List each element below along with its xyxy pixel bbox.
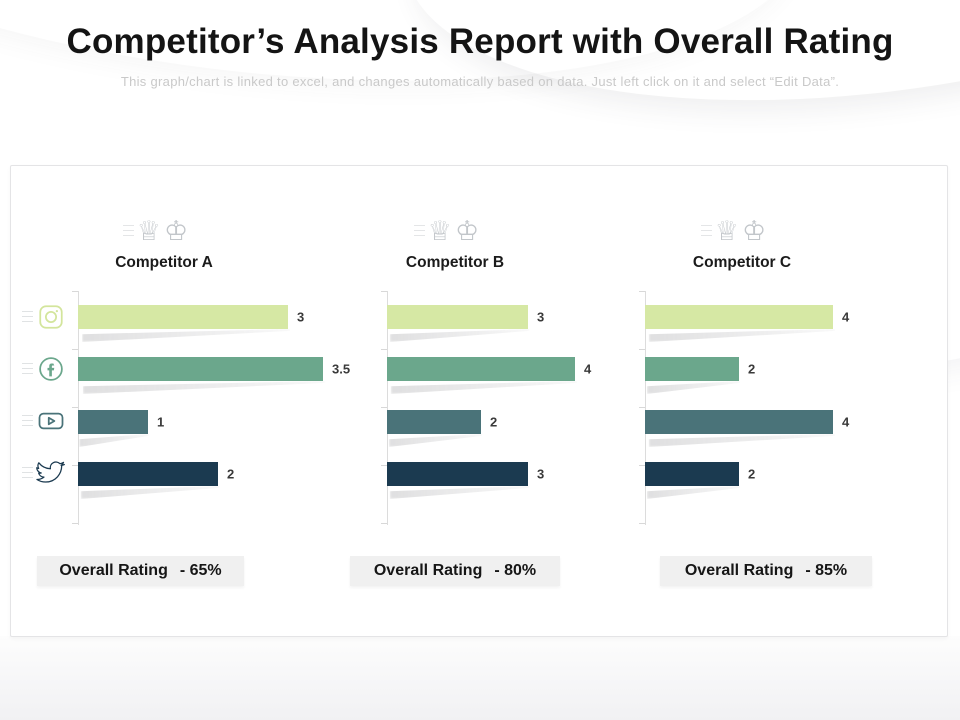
speed-lines-decoration bbox=[22, 415, 33, 430]
bar-value-label: 4 bbox=[842, 309, 850, 325]
competitor-c-bar-chart[interactable]: 4 2 4 2 bbox=[639, 291, 849, 525]
page-subtitle: This graph/chart is linked to excel, and… bbox=[120, 74, 840, 89]
chart-axis bbox=[639, 291, 646, 525]
bar-value-label: 2 bbox=[748, 466, 756, 482]
overall-rating-badge-b: Overall Rating - 80% bbox=[350, 556, 560, 586]
chess-glyphs: ♕♔ bbox=[427, 216, 483, 247]
chart-axis bbox=[381, 291, 388, 525]
instagram-icon bbox=[39, 305, 63, 329]
background-swirl bbox=[0, 0, 830, 139]
overall-rating-badge-a: Overall Rating - 65% bbox=[37, 556, 244, 586]
competitor-c-header: ♕♔ Competitor C bbox=[632, 216, 852, 272]
overall-rating-label: Overall Rating bbox=[684, 562, 794, 579]
speed-lines-decoration bbox=[122, 225, 134, 240]
bar-twitter: 2 bbox=[645, 462, 755, 499]
competitor-a-header: ♕♔ Competitor A bbox=[54, 216, 274, 272]
bar-shadow bbox=[390, 381, 577, 394]
bar-shadow bbox=[646, 486, 740, 499]
bar-value-label: 3 bbox=[297, 309, 305, 325]
bar-twitter: 3 bbox=[387, 462, 544, 499]
chess-pieces-icon: ♕♔ bbox=[122, 216, 192, 248]
competitor-b-bar-chart[interactable]: 3 4 2 3 bbox=[381, 291, 591, 525]
competitor-a-title: Competitor A bbox=[115, 254, 213, 271]
speed-lines-decoration bbox=[700, 225, 712, 240]
bar-facebook: 4 bbox=[387, 357, 591, 394]
competitor-a-bar-chart[interactable]: 3 3.5 1 2 bbox=[72, 291, 358, 525]
category-facebook bbox=[22, 351, 68, 389]
bar-instagram: 4 bbox=[645, 305, 849, 342]
speed-lines-decoration bbox=[22, 363, 33, 378]
bar-shadow bbox=[646, 381, 740, 394]
competitor-b-title: Competitor B bbox=[405, 254, 505, 271]
bar-value-label: 2 bbox=[227, 466, 235, 482]
overall-rating-badge-c: Overall Rating - 85% bbox=[660, 556, 872, 586]
competitor-c-title: Competitor C bbox=[692, 254, 792, 271]
overall-rating-value: - 80% bbox=[494, 562, 537, 579]
bar-instagram: 3 bbox=[387, 305, 544, 342]
bar-youtube: 2 bbox=[387, 410, 497, 447]
overall-rating-value: - 65% bbox=[179, 562, 222, 579]
bar-shadow bbox=[79, 434, 149, 447]
chess-glyphs: ♕♔ bbox=[714, 216, 770, 247]
bar-twitter: 2 bbox=[78, 462, 234, 499]
bar-value-label: 2 bbox=[490, 414, 498, 430]
facebook-icon bbox=[39, 357, 63, 381]
bar-shadow bbox=[82, 329, 291, 342]
bar-shadow bbox=[648, 329, 835, 342]
bar-shadow bbox=[82, 381, 326, 394]
bar-value-label: 3.5 bbox=[332, 361, 351, 377]
bar-shadow bbox=[80, 486, 220, 499]
background-footer-shade bbox=[0, 636, 960, 720]
bar-facebook: 3.5 bbox=[78, 357, 350, 394]
speed-lines-decoration bbox=[22, 311, 33, 326]
overall-rating-label: Overall Rating bbox=[59, 562, 168, 579]
category-instagram bbox=[22, 299, 68, 337]
youtube-icon bbox=[38, 412, 64, 430]
overall-rating-value: - 85% bbox=[805, 562, 848, 579]
bar-value-label: 2 bbox=[748, 361, 756, 377]
bar-youtube: 1 bbox=[78, 410, 164, 447]
bar-value-label: 4 bbox=[842, 414, 850, 430]
bar-instagram: 3 bbox=[78, 305, 304, 342]
speed-lines-decoration bbox=[22, 467, 33, 482]
chart-axis bbox=[72, 291, 79, 525]
overall-rating-label: Overall Rating bbox=[373, 562, 483, 579]
speed-lines-decoration bbox=[413, 225, 425, 240]
bar-shadow bbox=[648, 434, 835, 447]
bar-shadow bbox=[389, 486, 530, 499]
chess-pieces-icon: ♕♔ bbox=[700, 216, 770, 248]
category-youtube bbox=[22, 403, 68, 441]
page-title: Competitor’s Analysis Report with Overal… bbox=[66, 22, 894, 61]
chess-pieces-icon: ♕♔ bbox=[413, 216, 483, 248]
bar-value-label: 3 bbox=[537, 466, 545, 482]
bar-value-label: 4 bbox=[584, 361, 592, 377]
bar-value-label: 1 bbox=[157, 414, 165, 430]
competitor-b-header: ♕♔ Competitor B bbox=[345, 216, 565, 272]
bar-value-label: 3 bbox=[537, 309, 545, 325]
chess-glyphs: ♕♔ bbox=[136, 216, 192, 247]
bar-shadow bbox=[389, 329, 530, 342]
bar-shadow bbox=[388, 434, 482, 447]
bar-youtube: 4 bbox=[645, 410, 849, 447]
twitter-icon bbox=[36, 461, 65, 483]
category-twitter bbox=[22, 455, 68, 493]
bar-facebook: 2 bbox=[645, 357, 755, 394]
